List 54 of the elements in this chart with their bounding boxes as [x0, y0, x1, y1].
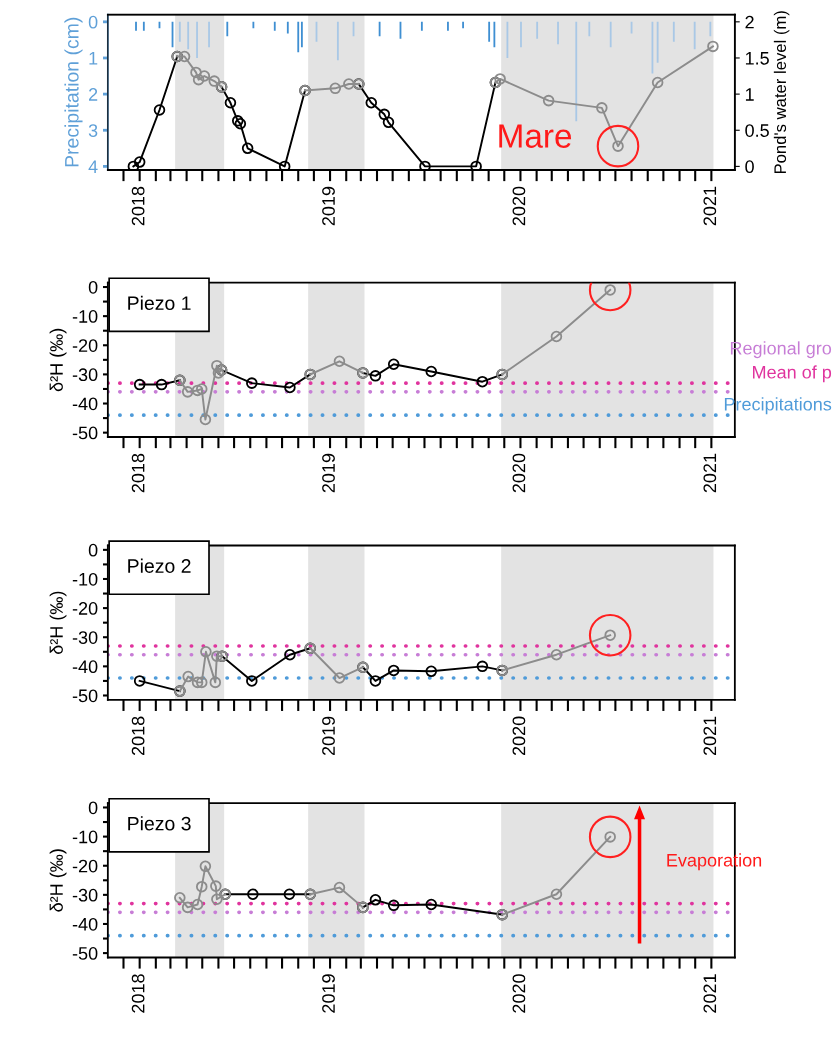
y-tick-label: -50 [72, 947, 98, 960]
y-axis-title: δ²H (‰) [49, 849, 67, 912]
x-tick-label: 2019 [322, 453, 335, 493]
y-tick-label: -10 [72, 310, 98, 323]
y-tick-label: -20 [72, 602, 98, 615]
y2-axis-title: Pond's water level (m) [773, 11, 790, 174]
x-tick-label: 2020 [512, 974, 526, 1013]
y2-tick-label: 1 [745, 88, 754, 101]
y-tick-label: 4 [88, 160, 98, 173]
y-tick-label: -30 [72, 888, 98, 902]
text: Piezo 1 [128, 295, 191, 311]
x-tick-label: 2020 [512, 186, 526, 226]
y-tick-label: -40 [72, 660, 98, 674]
x-tick-label: 2018 [131, 186, 145, 226]
x-tick-label: 2019 [322, 716, 335, 756]
y-tick-label: 0 [88, 543, 98, 557]
x-tick-label: 2018 [131, 974, 145, 1013]
x-tick-label: 2021 [703, 716, 717, 756]
y-tick-label: 0 [88, 15, 98, 29]
text: Piezo 3 [128, 816, 191, 831]
annotation: Mare [499, 124, 572, 148]
x-tick-label: 2020 [512, 453, 526, 493]
text: Piezo 2 [128, 558, 191, 573]
x-tick-label: 2019 [322, 974, 335, 1013]
y-tick-label: -20 [72, 859, 98, 873]
y-tick-label: -20 [72, 339, 98, 352]
y-axis-title: δ²H (‰) [49, 591, 67, 655]
x-tick-label: 2018 [131, 716, 145, 756]
y-tick-label: -10 [72, 830, 98, 844]
y-tick-label: -50 [72, 689, 98, 703]
ref-line-label: Mean of p [753, 365, 832, 383]
x-tick-label: 2020 [512, 716, 526, 756]
x-tick-label: 2019 [322, 186, 335, 226]
y-tick-label: 2 [88, 88, 98, 101]
y-tick-label: -30 [72, 368, 98, 382]
y2-tick-label: 0 [745, 160, 754, 174]
y2-tick-label: 2 [745, 15, 754, 29]
x-tick-label: 2021 [703, 453, 717, 493]
x-tick-label: 2021 [703, 974, 717, 1013]
y-tick-label: 3 [88, 124, 98, 137]
y-tick-label: -40 [72, 397, 98, 411]
y-axis-title: Precipitation (cm) [64, 17, 83, 167]
y-tick-label: 0 [88, 280, 98, 294]
y-tick-label: -40 [72, 917, 98, 931]
y-tick-label: 1 [89, 52, 98, 65]
y-tick-label: -10 [72, 572, 98, 586]
x-tick-label: 2018 [131, 453, 145, 493]
y-tick-label: -50 [72, 426, 98, 440]
y-tick-label: 0 [88, 801, 98, 815]
y-tick-label: -30 [72, 631, 98, 644]
y-axis-title: δ²H (‰) [49, 328, 67, 392]
y2-tick-label: 0.5 [745, 124, 769, 137]
y2-tick-label: 1.5 [745, 52, 769, 65]
x-tick-label: 2021 [703, 186, 717, 226]
